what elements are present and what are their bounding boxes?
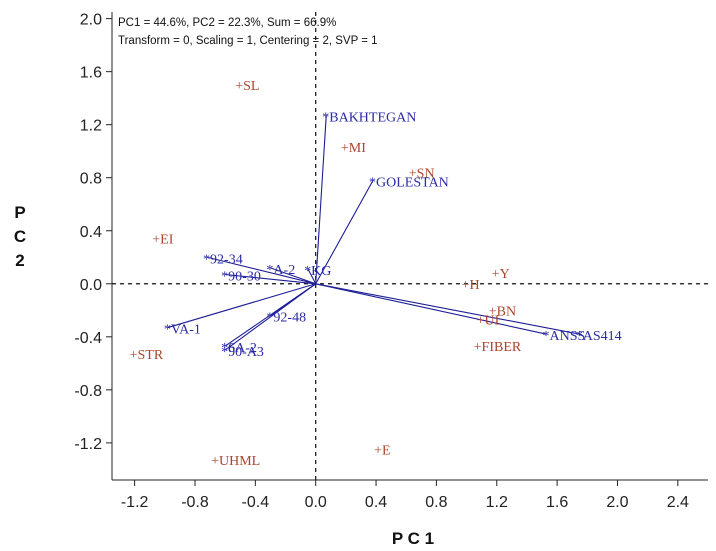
y-tick-label: -0.8 xyxy=(74,383,102,400)
x-tick-label: 0.0 xyxy=(305,494,327,511)
genotype-point-label: *AS414 xyxy=(576,329,622,344)
x-tick-label: 2.0 xyxy=(606,494,628,511)
x-tick-label: 1.2 xyxy=(486,494,508,511)
genotype-vector xyxy=(316,115,327,283)
header-line-1: PC1 = 44.6%, PC2 = 22.3%, Sum = 66.9% xyxy=(118,17,336,29)
genotype-point-label: *GOLESTAN xyxy=(369,175,449,190)
trait-point-label: +UI xyxy=(477,314,500,329)
y-axis-title-char-1: P xyxy=(14,203,25,222)
y-axis-title-char-2: C xyxy=(14,227,26,246)
y-tick-label: 0.8 xyxy=(80,171,102,188)
trait-point-label: +H xyxy=(462,278,480,293)
trait-point-label: +E xyxy=(374,444,390,459)
genotype-point-label: *A-2 xyxy=(266,263,295,278)
genotype-point-label: *90-30 xyxy=(221,270,261,285)
genotype-labels: *BAKHTEGAN *GOLESTAN *92-34 *A-2 *KG *90-30 *V… xyxy=(164,110,622,360)
x-tick-label: 2.4 xyxy=(667,494,689,511)
x-tick-label: -0.8 xyxy=(181,494,209,511)
genotype-point-label: *92-48 xyxy=(266,311,306,326)
y-tick-label: 1.6 xyxy=(80,65,102,82)
y-axis-title-char-3: 2 xyxy=(15,251,24,270)
x-tick-label: -0.4 xyxy=(242,494,270,511)
x-axis-title: P C 1 xyxy=(392,529,434,548)
trait-point-label: +UHML xyxy=(211,454,260,469)
x-tick-label: 0.8 xyxy=(425,494,447,511)
y-tick-label: -1.2 xyxy=(74,436,102,453)
x-tick-label: 0.4 xyxy=(365,494,387,511)
y-tick-label: 2.0 xyxy=(80,12,102,29)
y-tick-label: -0.4 xyxy=(74,330,102,347)
genotype-point-label: *KG xyxy=(304,264,331,279)
genotype-vector xyxy=(316,284,580,334)
genotype-point-label: *92-34 xyxy=(203,252,243,267)
trait-point-label: +SL xyxy=(235,79,259,94)
x-axis-ticks: -1.2 -0.8 -0.4 0.0 0.4 0.8 1.2 1.6 2.0 2.4 xyxy=(121,480,689,511)
genotype-point-label: *VA-1 xyxy=(164,323,201,338)
genotype-point-label: *90-A3 xyxy=(221,345,264,360)
genotype-vectors xyxy=(168,115,580,350)
trait-point-label: +STR xyxy=(130,348,164,363)
header-line-2: Transform = 0, Scaling = 1, Centering = … xyxy=(118,35,378,47)
reference-lines xyxy=(112,12,708,480)
y-tick-label: 0.0 xyxy=(80,277,102,294)
x-tick-label: -1.2 xyxy=(121,494,149,511)
trait-point-label: +EI xyxy=(152,233,173,248)
y-axis-ticks: 2.0 1.6 1.2 0.8 0.4 0.0 -0.4 -0.8 -1.2 xyxy=(74,12,112,453)
plot-frame xyxy=(112,12,708,480)
genotype-point-label: *BAKHTEGAN xyxy=(322,110,416,125)
trait-point-label: +MI xyxy=(341,141,366,156)
y-tick-label: 1.2 xyxy=(80,118,102,135)
trait-point-label: +FIBER xyxy=(474,340,522,355)
y-tick-label: 0.4 xyxy=(80,224,102,241)
x-tick-label: 1.6 xyxy=(546,494,568,511)
trait-point-label: +Y xyxy=(492,267,510,282)
